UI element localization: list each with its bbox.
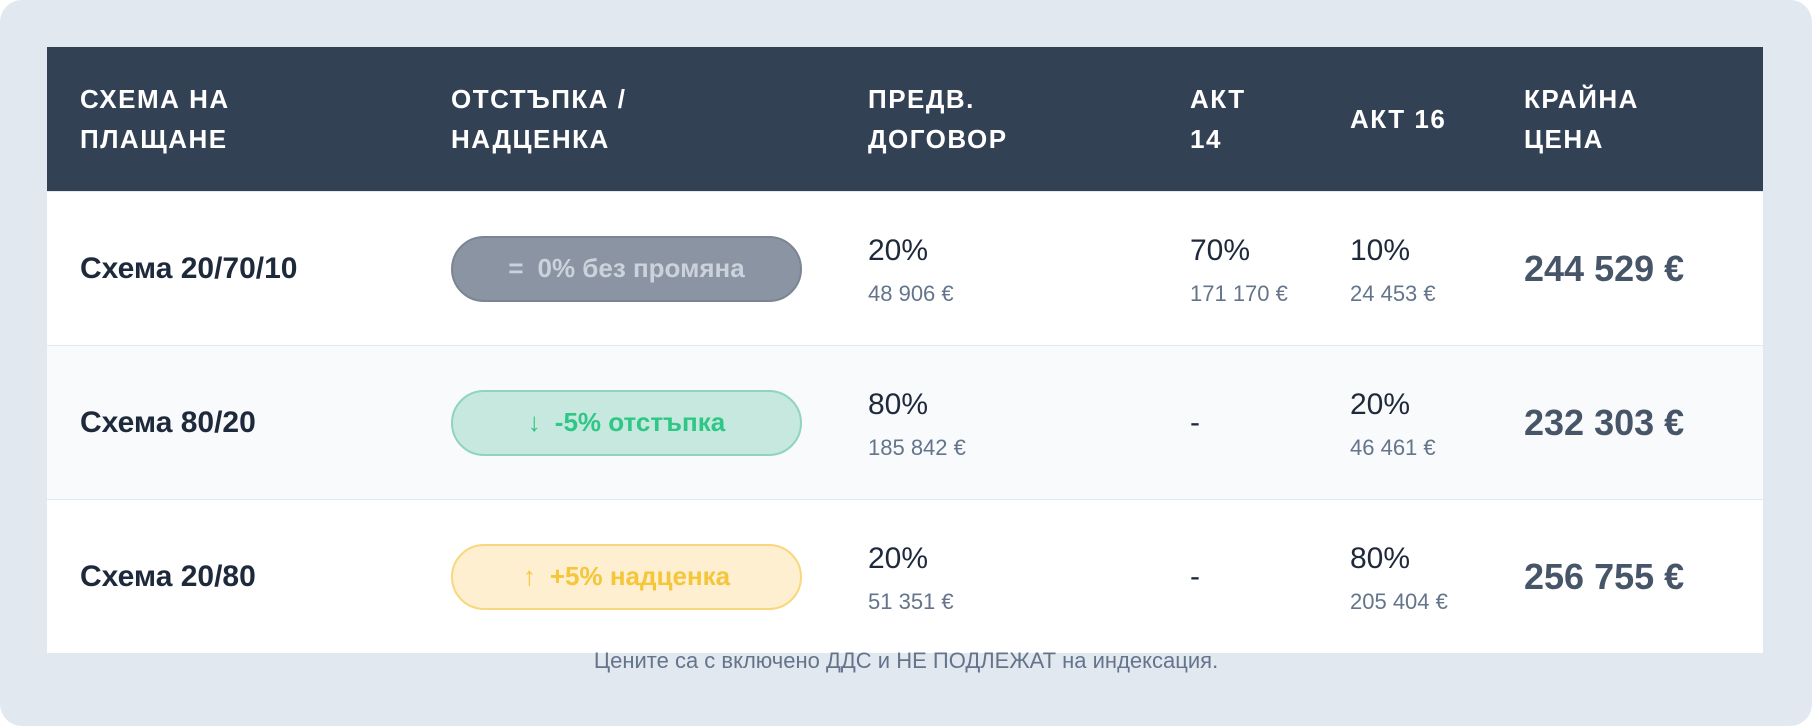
final-price: 244 529 € [1524, 247, 1685, 289]
header-line: ПРЕДВ. [868, 84, 975, 114]
payment-cell: - [1190, 406, 1350, 440]
final-price: 232 303 € [1524, 401, 1685, 443]
amount: 24 453 € [1350, 280, 1436, 306]
scheme-name: Схема 80/20 [80, 405, 256, 439]
percent: 80% [868, 387, 929, 421]
badge-cell: = 0% без промяна [451, 235, 868, 302]
amount: 48 906 € [868, 280, 954, 306]
badge: = 0% без промяна [451, 235, 802, 302]
badge-text: 0% без промяна [537, 253, 745, 283]
header-cell: АКТ 14 [1190, 79, 1350, 159]
header-line: СХЕМА НА [80, 84, 230, 114]
header-line: ЦЕНА [1524, 124, 1604, 154]
scheme-name: Схема 20/80 [80, 559, 256, 593]
amount: 171 170 € [1190, 280, 1288, 306]
empty-value: - [1190, 405, 1200, 439]
payment-cell: 10% 24 453 € [1350, 231, 1524, 307]
badge: ↑ +5% надценка [451, 543, 802, 610]
header-cell: СХЕМА НА ПЛАЩАНЕ [80, 79, 451, 159]
scheme-name: Схема 20/70/10 [80, 251, 298, 285]
header-row: СХЕМА НА ПЛАЩАНЕ ОТСТЪПКА / НАДЦЕНКА ПРЕДВ. Д… [47, 47, 1763, 191]
pricing-table: СХЕМА НА ПЛАЩАНЕ ОТСТЪПКА / НАДЦЕНКА ПРЕДВ. Д… [47, 47, 1763, 653]
footer-note: Цените са с включено ДДС и НЕ ПОДЛЕЖАТ н… [593, 648, 1219, 673]
badge-icon: ↑ [522, 561, 536, 591]
percent: 70% [1190, 233, 1251, 267]
header-cell: АКТ 16 [1350, 99, 1524, 139]
header-line: НАДЦЕНКА [451, 124, 610, 154]
table-row: Схема 20/80 ↑ +5% надценка 20% 51 351 € - 80% 2… [47, 499, 1763, 653]
payment-cell: 20% 51 351 € [868, 539, 1190, 615]
amount: 51 351 € [868, 588, 954, 614]
badge-text: -5% отстъпка [554, 407, 726, 437]
percent: 20% [868, 541, 929, 575]
percent: 20% [868, 233, 929, 267]
header-line: АКТ [1190, 84, 1246, 114]
badge-text: +5% надценка [549, 561, 731, 591]
table-row: Схема 80/20 ↓ -5% отстъпка 80% 185 842 € - 20%… [47, 345, 1763, 499]
header-line: ДОГОВОР [868, 124, 1008, 154]
header-cell: КРАЙНА ЦЕНА [1524, 79, 1763, 159]
payment-cell: 80% 205 404 € [1350, 539, 1524, 615]
amount: 185 842 € [868, 434, 966, 460]
payment-cell: 80% 185 842 € [868, 385, 1190, 461]
header-line: АКТ 16 [1350, 104, 1447, 134]
header-line: ОТСТЪПКА / [451, 84, 627, 114]
table-row: Схема 20/70/10 = 0% без промяна 20% 48 906 €… [47, 191, 1763, 345]
final-price: 256 755 € [1524, 555, 1685, 597]
badge-cell: ↓ -5% отстъпка [451, 389, 868, 456]
header-line: 14 [1190, 124, 1222, 154]
payment-cell: 70% 171 170 € [1190, 231, 1350, 307]
badge: ↓ -5% отстъпка [451, 389, 802, 456]
header-cell: ОТСТЪПКА / НАДЦЕНКА [451, 79, 868, 159]
amount: 205 404 € [1350, 588, 1448, 614]
empty-value: - [1190, 559, 1200, 593]
header-line: КРАЙНА [1524, 84, 1639, 114]
percent: 20% [1350, 387, 1411, 421]
badge-icon: ↓ [527, 407, 541, 437]
amount: 46 461 € [1350, 434, 1436, 460]
payment-cell: 20% 46 461 € [1350, 385, 1524, 461]
header-line: ПЛАЩАНЕ [80, 124, 228, 154]
percent: 10% [1350, 233, 1411, 267]
badge-icon: = [508, 253, 524, 283]
badge-cell: ↑ +5% надценка [451, 543, 868, 610]
header-cell: ПРЕДВ. ДОГОВОР [868, 79, 1190, 159]
percent: 80% [1350, 541, 1411, 575]
payment-cell: - [1190, 560, 1350, 594]
payment-cell: 20% 48 906 € [868, 231, 1190, 307]
